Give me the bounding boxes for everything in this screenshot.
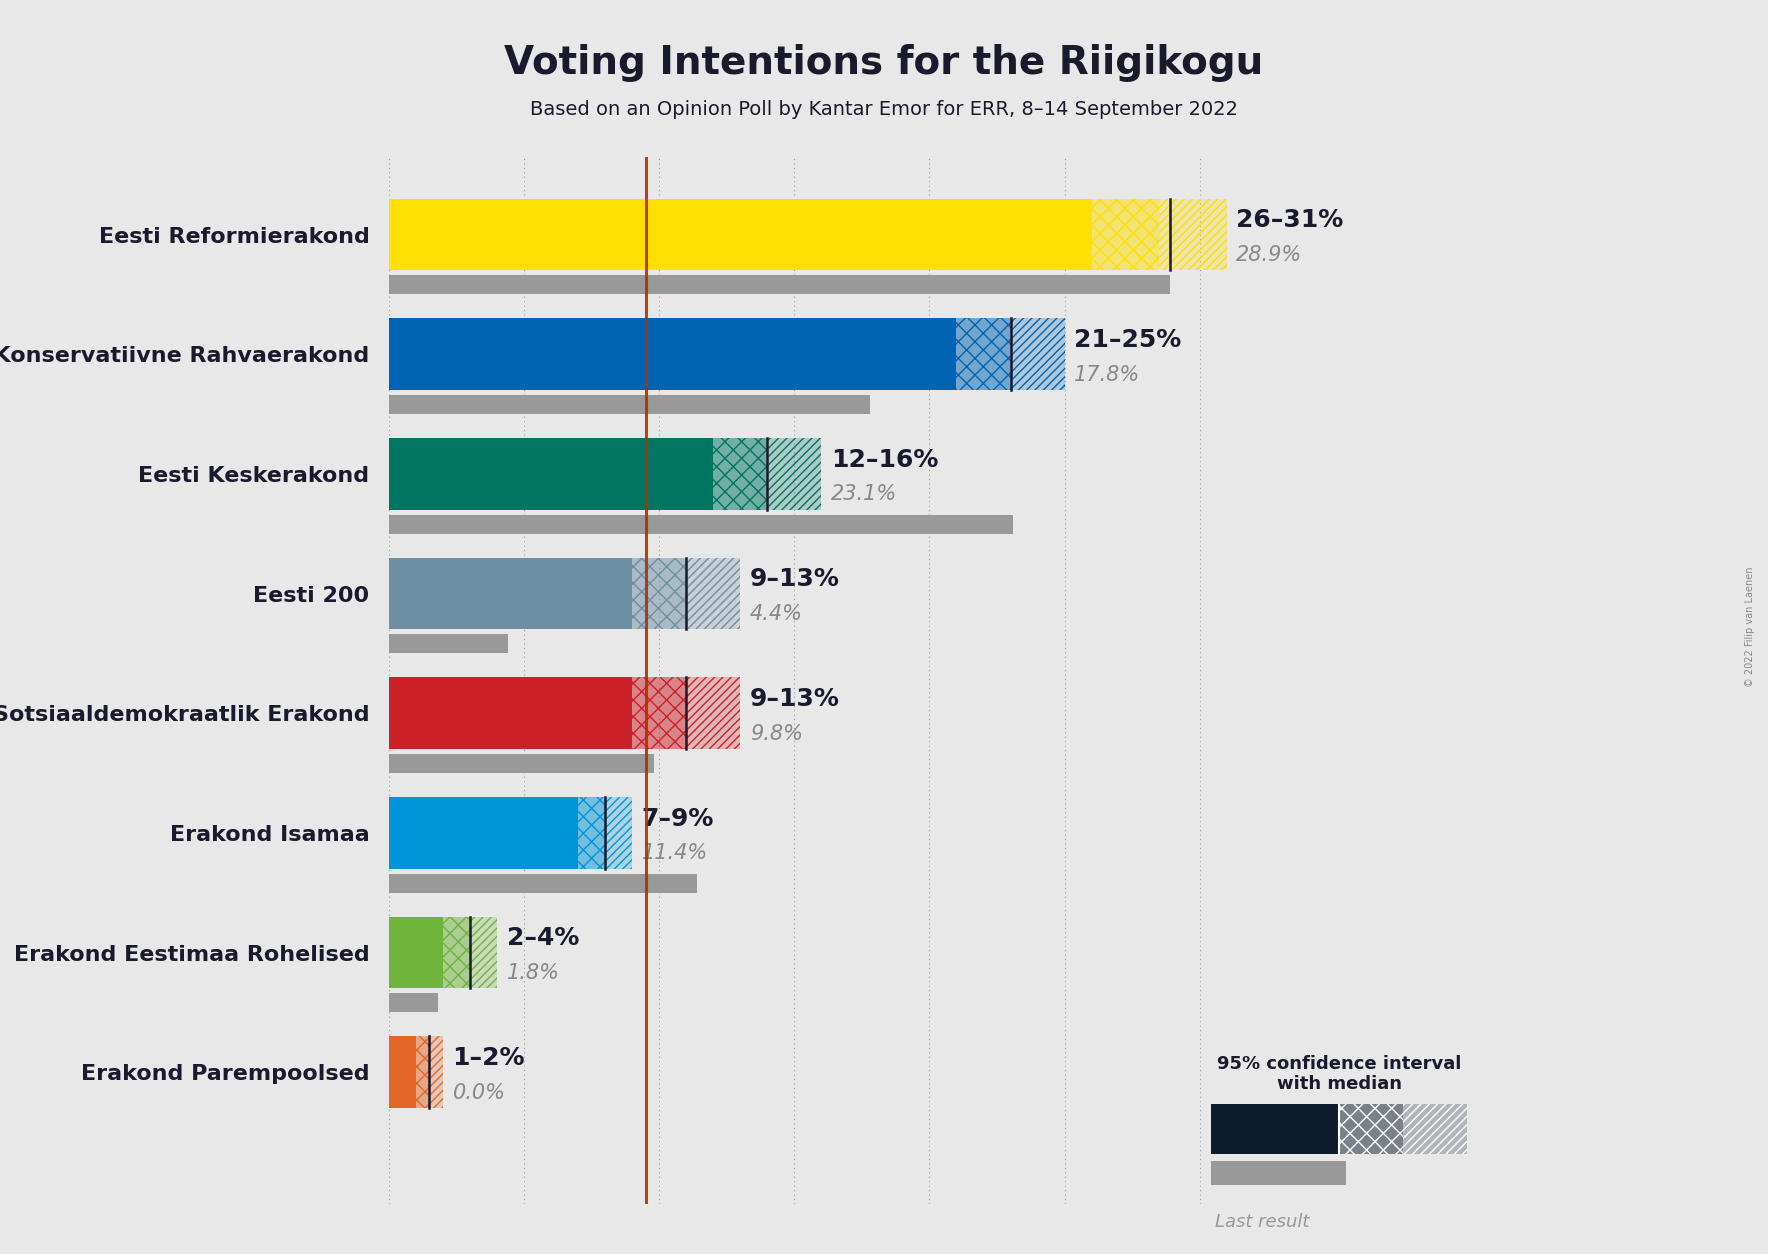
Bar bbox=[430, 1036, 444, 1109]
Text: 23.1%: 23.1% bbox=[831, 484, 896, 504]
Bar bbox=[686, 677, 741, 749]
Bar bbox=[389, 754, 654, 772]
Bar bbox=[686, 558, 741, 630]
Text: 1.8%: 1.8% bbox=[506, 963, 559, 983]
Bar bbox=[444, 917, 470, 988]
Bar bbox=[686, 558, 741, 630]
Bar bbox=[1340, 1104, 1404, 1154]
Bar bbox=[1404, 1104, 1467, 1154]
Bar bbox=[767, 438, 822, 510]
Bar bbox=[470, 917, 497, 988]
Bar bbox=[633, 558, 686, 630]
Bar bbox=[1011, 319, 1064, 390]
Text: Last result: Last result bbox=[1215, 1213, 1308, 1230]
Text: 4.4%: 4.4% bbox=[750, 604, 803, 624]
Bar bbox=[389, 395, 870, 414]
Bar bbox=[1211, 1104, 1340, 1154]
Bar bbox=[1160, 198, 1227, 271]
Text: 95% confidence interval
with median: 95% confidence interval with median bbox=[1216, 1055, 1462, 1093]
Text: 21–25%: 21–25% bbox=[1073, 327, 1181, 352]
Text: 7–9%: 7–9% bbox=[642, 806, 714, 830]
Bar bbox=[686, 677, 741, 749]
Bar bbox=[605, 798, 633, 869]
Bar bbox=[415, 1036, 430, 1109]
Bar bbox=[389, 198, 1091, 271]
Text: 2–4%: 2–4% bbox=[506, 927, 578, 951]
Text: 9.8%: 9.8% bbox=[750, 724, 803, 744]
Text: Based on an Opinion Poll by Kantar Emor for ERR, 8–14 September 2022: Based on an Opinion Poll by Kantar Emor … bbox=[530, 100, 1238, 119]
Bar bbox=[956, 319, 1011, 390]
Bar bbox=[1340, 1104, 1404, 1154]
Text: Voting Intentions for the Riigikogu: Voting Intentions for the Riigikogu bbox=[504, 44, 1264, 82]
Text: 28.9%: 28.9% bbox=[1236, 245, 1303, 265]
Bar bbox=[389, 514, 1013, 534]
Bar bbox=[389, 558, 633, 630]
Bar bbox=[389, 993, 438, 1012]
Bar bbox=[633, 677, 686, 749]
Bar bbox=[389, 917, 444, 988]
Text: 9–13%: 9–13% bbox=[750, 687, 840, 711]
Bar bbox=[389, 319, 956, 390]
Bar bbox=[389, 275, 1170, 295]
Bar bbox=[713, 438, 767, 510]
Text: 17.8%: 17.8% bbox=[1073, 365, 1140, 385]
Bar bbox=[389, 1036, 415, 1109]
Bar bbox=[578, 798, 605, 869]
Bar bbox=[767, 438, 822, 510]
Bar bbox=[1211, 1161, 1345, 1185]
Bar bbox=[713, 438, 767, 510]
Bar bbox=[1011, 319, 1064, 390]
Bar bbox=[389, 677, 633, 749]
Bar bbox=[605, 798, 633, 869]
Bar bbox=[956, 319, 1011, 390]
Text: 0.0%: 0.0% bbox=[453, 1082, 506, 1102]
Text: © 2022 Filip van Laenen: © 2022 Filip van Laenen bbox=[1745, 567, 1756, 687]
Bar bbox=[415, 1036, 430, 1109]
Bar bbox=[389, 798, 578, 869]
Bar bbox=[578, 798, 605, 869]
Bar bbox=[430, 1036, 444, 1109]
Bar bbox=[389, 874, 697, 893]
Bar bbox=[1091, 198, 1160, 271]
Text: 1–2%: 1–2% bbox=[453, 1046, 525, 1070]
Bar bbox=[389, 635, 507, 653]
Bar bbox=[1404, 1104, 1467, 1154]
Bar bbox=[470, 917, 497, 988]
Bar bbox=[633, 558, 686, 630]
Text: 11.4%: 11.4% bbox=[642, 843, 707, 863]
Bar bbox=[444, 917, 470, 988]
Bar bbox=[1091, 198, 1160, 271]
Text: 26–31%: 26–31% bbox=[1236, 208, 1344, 232]
Text: 9–13%: 9–13% bbox=[750, 567, 840, 591]
Text: 12–16%: 12–16% bbox=[831, 448, 939, 472]
Bar bbox=[633, 677, 686, 749]
Bar bbox=[389, 438, 713, 510]
Bar bbox=[1160, 198, 1227, 271]
